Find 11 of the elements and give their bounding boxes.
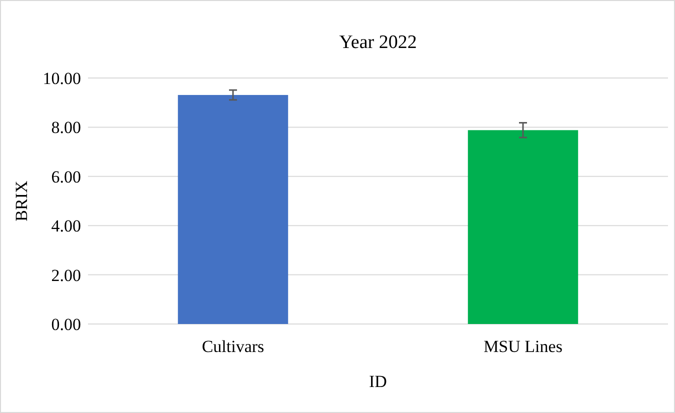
x-axis-title: ID xyxy=(369,372,387,391)
x-tick-label: Cultivars xyxy=(202,337,264,356)
y-tick-label: 10.00 xyxy=(42,68,81,88)
y-tick-label: 8.00 xyxy=(51,118,81,138)
x-tick-label: MSU Lines xyxy=(484,337,562,356)
y-tick-label: 4.00 xyxy=(51,216,81,236)
y-tick-label: 0.00 xyxy=(51,314,81,334)
y-axis-title: BRIX xyxy=(12,180,31,222)
chart-title: Year 2022 xyxy=(339,32,417,53)
y-tick-label: 6.00 xyxy=(51,167,81,186)
y-tick-label: 2.00 xyxy=(51,266,81,285)
